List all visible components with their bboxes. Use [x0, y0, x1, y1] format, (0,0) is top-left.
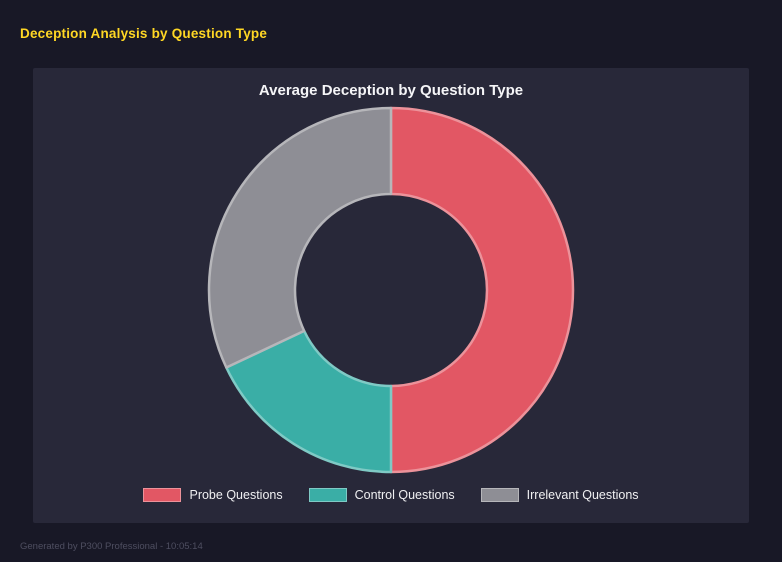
donut-segment-irrelevant-questions[interactable] [207, 106, 393, 369]
chart-title: Average Deception by Question Type [258, 82, 524, 99]
page-title: Deception Analysis by Question Type [20, 26, 268, 41]
legend-swatch-probe-questions [143, 488, 182, 502]
legend-swatch-control-questions [308, 488, 347, 502]
chart-legend: Probe Questions Control Questions Irreleva… [143, 488, 639, 502]
footer-text: Generated by P300 Professional - 10:05:1… [20, 541, 203, 552]
legend-label-irrelevant-questions: Irrelevant Questions [526, 488, 639, 502]
legend-item-irrelevant-questions[interactable]: Irrelevant Questions [480, 488, 639, 502]
legend-swatch-irrelevant-questions [480, 488, 519, 502]
legend-label-probe-questions: Probe Questions [189, 488, 283, 502]
legend-item-control-questions[interactable]: Control Questions [308, 488, 455, 502]
donut-segment-probe-questions[interactable] [389, 106, 575, 474]
legend-item-probe-questions[interactable]: Probe Questions [143, 488, 283, 502]
chart-panel: Average Deception by Question Type Probe… [33, 68, 749, 523]
donut-segment-control-questions[interactable] [225, 329, 393, 474]
donut-chart[interactable] [33, 100, 749, 478]
legend-label-control-questions: Control Questions [354, 488, 455, 502]
